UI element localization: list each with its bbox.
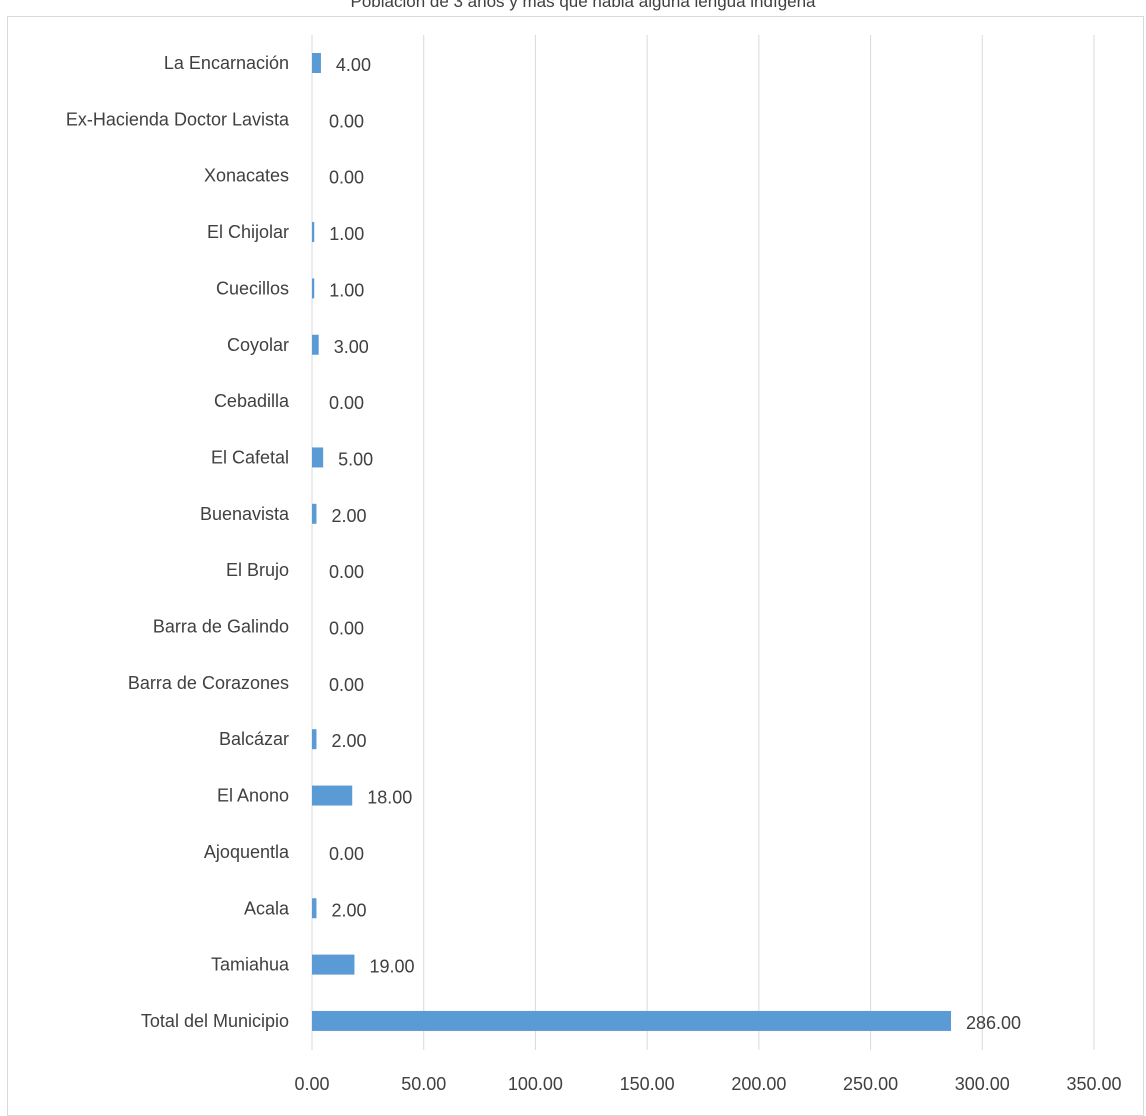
- category-label: Ex-Hacienda Doctor Lavista: [66, 109, 290, 129]
- bar: [312, 898, 317, 919]
- category-label: Tamiahua: [211, 955, 290, 975]
- x-tick-label: 150.00: [620, 1074, 675, 1094]
- bar: [312, 785, 353, 806]
- category-labels: La Encarnación Ex-Hacienda Doctor Lavista…: [66, 53, 290, 1031]
- data-label: 0.00: [329, 111, 364, 131]
- x-tick-label: 50.00: [401, 1074, 446, 1094]
- chart-title: Población de 3 años y más que habla algu…: [350, 0, 816, 11]
- data-label: 0.00: [329, 562, 364, 582]
- category-label: El Cafetal: [211, 447, 289, 467]
- data-label: 1.00: [329, 280, 364, 300]
- bar: [312, 53, 321, 73]
- data-label: 3.00: [334, 337, 369, 357]
- x-tick-label: 200.00: [731, 1074, 786, 1094]
- bars: [312, 53, 952, 1031]
- data-label: 2.00: [331, 506, 366, 526]
- bar: [312, 954, 355, 975]
- data-labels: 4.00 0.00 0.00 1.00 1.00 3.00 0.00 5.00 2.00 0.00…: [329, 55, 1021, 1033]
- x-tick-label: 350.00: [1066, 1074, 1121, 1094]
- data-label: 0.00: [329, 675, 364, 695]
- category-label: Total del Municipio: [141, 1011, 289, 1031]
- data-label: 0.00: [329, 168, 364, 188]
- bar: [312, 278, 315, 299]
- category-label: El Anono: [217, 786, 289, 806]
- category-label: La Encarnación: [164, 53, 289, 73]
- data-label: 2.00: [331, 731, 366, 751]
- gridlines: [311, 35, 1095, 1050]
- category-label: Barra de Galindo: [153, 617, 289, 637]
- x-tick-label: 100.00: [508, 1074, 563, 1094]
- category-label: Acala: [244, 898, 290, 918]
- data-label: 286.00: [966, 1013, 1021, 1033]
- bar: [312, 222, 315, 243]
- bar: [312, 729, 317, 750]
- data-label: 19.00: [369, 957, 414, 977]
- bar: [312, 1010, 952, 1031]
- category-label: Barra de Corazones: [128, 673, 289, 693]
- data-label: 1.00: [329, 224, 364, 244]
- x-tick-label: 300.00: [955, 1074, 1010, 1094]
- category-label: Cuecillos: [216, 278, 289, 298]
- bar: [312, 334, 319, 355]
- data-label: 5.00: [338, 449, 373, 469]
- chart-frame: [7, 16, 1144, 1116]
- category-label: Coyolar: [227, 335, 289, 355]
- category-label: El Chijolar: [207, 222, 289, 242]
- category-label: Balcázar: [219, 729, 289, 749]
- data-label: 0.00: [329, 844, 364, 864]
- bar: [312, 447, 324, 468]
- category-label: El Brujo: [226, 560, 289, 580]
- category-label: Cebadilla: [214, 391, 290, 411]
- category-label: Xonacates: [204, 166, 289, 186]
- data-label: 0.00: [329, 619, 364, 639]
- data-label: 2.00: [331, 900, 366, 920]
- bar: [312, 503, 317, 524]
- data-label: 4.00: [336, 55, 371, 75]
- x-tick-label: 0.00: [294, 1074, 329, 1094]
- data-label: 18.00: [367, 788, 412, 808]
- data-label: 0.00: [329, 393, 364, 413]
- category-label: Buenavista: [200, 504, 290, 524]
- category-label: Ajoquentla: [204, 842, 290, 862]
- x-axis-tick-labels: 0.00 50.00 100.00 150.00 200.00 250.00 300.00 3…: [294, 1074, 1121, 1094]
- x-tick-label: 250.00: [843, 1074, 898, 1094]
